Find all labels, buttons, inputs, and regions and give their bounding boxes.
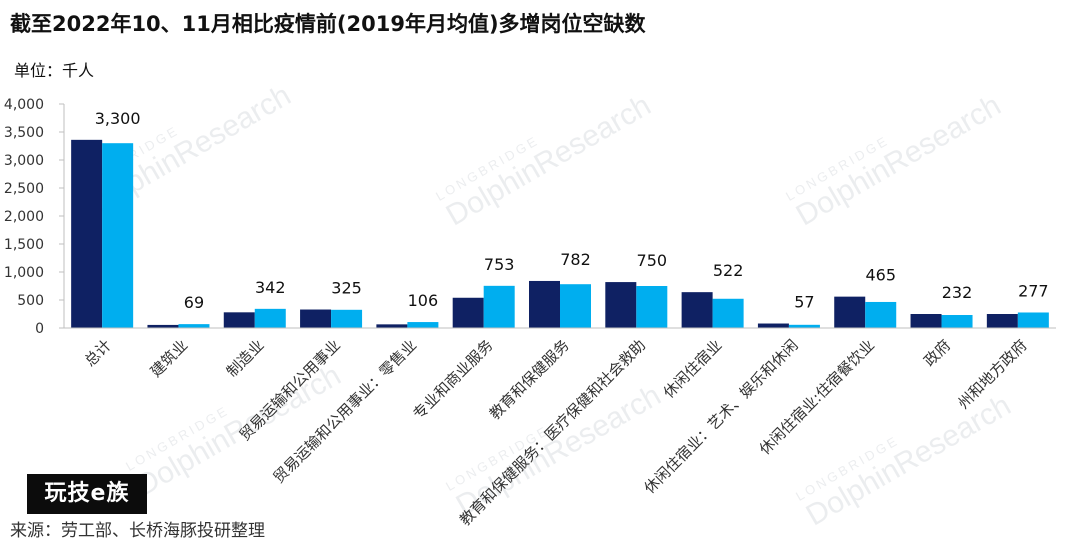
bar-series-2 [178,324,210,328]
bar-series-1 [681,292,713,328]
bar-series-2 [331,309,363,328]
data-label: 277 [1018,281,1049,300]
bar-series-1 [757,323,789,328]
bar-series-2 [865,301,897,328]
category-label: 总计 [81,336,115,370]
category-label: 贸易运输和公用事业：零售业 [270,336,421,487]
bar-series-1 [376,324,408,328]
bar-series-1 [71,139,103,328]
data-label: 465 [865,266,896,285]
logo: 玩技e族 [27,474,147,514]
y-tick-label: 2,500 [4,181,44,197]
bar-series-1 [986,314,1018,328]
data-label: 325 [331,279,362,298]
data-label: 106 [408,291,439,310]
bar-series-1 [147,324,179,328]
bar-series-2 [483,285,515,328]
bar-series-1 [223,312,255,328]
y-tick-label: 3,000 [4,153,44,169]
bar-series-2 [407,322,439,328]
bar-series-2 [941,315,973,328]
bar-series-1 [452,297,484,328]
bar-series-2 [254,308,286,328]
bar-series-2 [712,298,744,328]
y-tick-label: 1,000 [4,265,44,281]
bar-series-2 [560,284,591,328]
y-tick-label: 1,500 [4,237,44,253]
data-label: 750 [637,251,668,270]
bar-series-1 [605,282,637,328]
category-label: 专业和商业服务 [410,336,497,423]
bar-series-1 [529,280,560,328]
category-label: 教育和保健服务 [486,336,573,423]
bar-series-1 [834,296,866,328]
bar-series-1 [300,309,332,328]
category-label: 休闲住宿业：艺术、娱乐和休闲 [641,336,802,497]
bar-series-1 [910,314,942,328]
data-label: 753 [484,255,515,274]
data-label: 69 [184,293,204,312]
bar-series-2 [636,286,668,328]
category-label: 休闲住宿业 [660,336,726,402]
bar-series-2 [1017,312,1049,328]
category-label: 州和地方政府 [954,336,1030,412]
data-label: 57 [794,293,814,312]
y-tick-label: 2,000 [4,209,44,225]
data-label: 342 [255,278,286,297]
chart-title: 截至2022年10、11月相比疫情前(2019年月均值)多增岗位空缺数 [10,12,646,36]
bar-series-2 [102,143,134,328]
y-tick-label: 4,000 [4,97,44,113]
data-label: 232 [942,283,973,302]
data-label: 3,300 [95,109,141,128]
y-tick-label: 3,500 [4,125,44,141]
data-label: 522 [713,261,744,280]
unit-label: 单位：千人 [14,61,95,80]
source-note: 来源：劳工部、长桥海豚投研整理 [10,521,265,541]
data-label: 782 [560,250,591,269]
category-label: 制造业 [223,336,268,381]
y-tick-label: 500 [17,293,44,309]
y-tick-label: 0 [35,321,44,337]
category-label: 政府 [920,336,954,370]
bar-series-2 [788,324,820,328]
category-label: 建筑业 [147,336,192,381]
